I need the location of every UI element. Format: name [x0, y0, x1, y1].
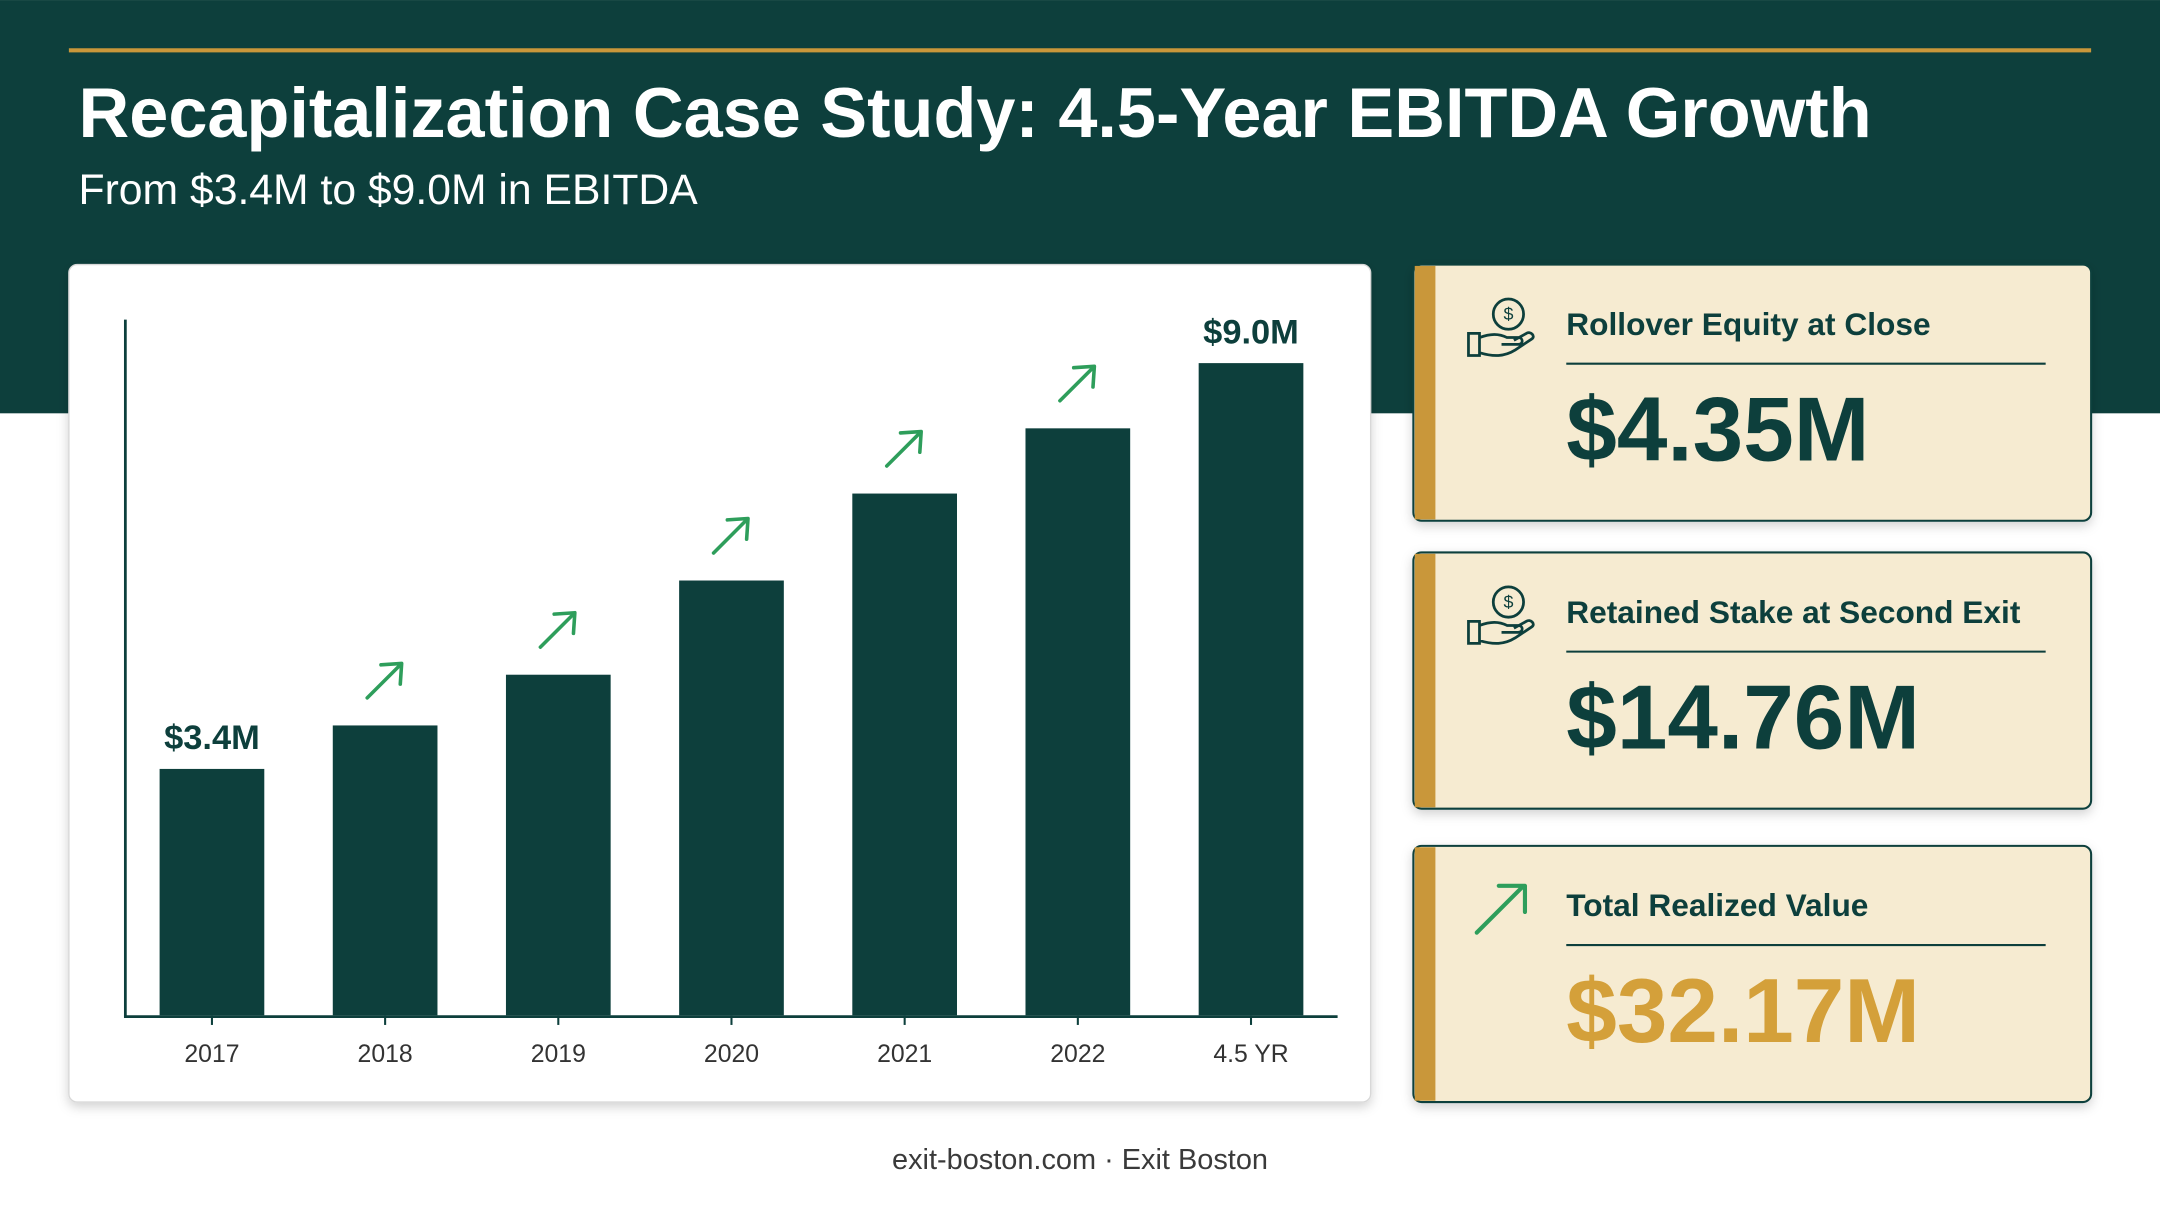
value-label: $3.4M	[164, 719, 260, 757]
coin	[1491, 585, 1525, 619]
card-stripe	[1414, 265, 1436, 520]
x-tick-label: 2018	[358, 1041, 413, 1068]
arrow-head	[898, 429, 923, 455]
bar	[852, 493, 958, 1016]
arrow-shaft	[365, 663, 403, 700]
card-value: $32.17M	[1566, 961, 1920, 1062]
x-tick-label: 2019	[531, 1041, 586, 1068]
bar	[505, 674, 611, 1016]
card-stripe	[1414, 847, 1436, 1101]
arrow-head	[552, 610, 577, 636]
hand	[1467, 619, 1535, 645]
card-bg	[1412, 263, 2093, 522]
title: Recapitalization Case Study: 4.5-Year EB…	[79, 73, 1872, 152]
hand	[1467, 331, 1535, 357]
growth-arrow	[884, 429, 923, 468]
kpi-cards: $ Rollover Equity at Close $4.35M $ Retained…	[1412, 263, 2093, 1104]
growth-arrow	[365, 661, 404, 700]
card-value: $14.76M	[1566, 668, 1920, 769]
bar	[679, 580, 784, 1016]
header-rule	[68, 48, 2092, 53]
arrow-head	[725, 516, 750, 541]
value-label: $9.0M	[1203, 313, 1299, 351]
kpi-card: Total Realized Value $32.17M	[1412, 844, 2093, 1104]
arrow-shaft	[1058, 365, 1095, 403]
card-value: $4.35M	[1566, 380, 1869, 481]
bar	[332, 725, 438, 1016]
subtitle: From $3.4M to $9.0M in EBITDA	[79, 166, 699, 214]
growth-icon	[1474, 883, 1528, 935]
arrow-shaft	[711, 518, 749, 555]
coin-sign: $	[1503, 304, 1513, 324]
arrow-head	[379, 661, 404, 686]
card-stripe	[1414, 553, 1436, 808]
footer: exit-boston.com · Exit Boston	[892, 1144, 1268, 1176]
arrow-shaft	[884, 431, 922, 468]
arrow-head	[1071, 364, 1097, 389]
growth-arrow	[538, 610, 577, 649]
money-hand-icon: $	[1467, 297, 1535, 357]
x-tick-label: 2020	[704, 1041, 759, 1068]
x-tick-label: 2021	[877, 1041, 932, 1068]
card-label: Retained Stake at Second Exit	[1566, 594, 2021, 630]
card-label: Rollover Equity at Close	[1566, 306, 1930, 342]
growth-arrow	[711, 516, 750, 555]
bar	[159, 768, 265, 1016]
arrow-shaft	[538, 612, 576, 649]
kpi-card: $ Retained Stake at Second Exit $14.76M	[1412, 551, 2093, 810]
bar	[1025, 428, 1131, 1016]
card-label: Total Realized Value	[1566, 887, 1868, 923]
growth-arrow	[1058, 364, 1097, 403]
kpi-card: $ Rollover Equity at Close $4.35M	[1412, 263, 2093, 522]
coin-sign: $	[1503, 592, 1513, 612]
coin	[1491, 297, 1525, 331]
x-tick-label: 2022	[1050, 1041, 1105, 1068]
bar-chart: 2017 $3.4M 2018 2019 2020 2021 2022 4.5 YR $9.0M	[159, 313, 1304, 1068]
x-tick-label: 2017	[184, 1041, 239, 1068]
bar	[1198, 363, 1304, 1016]
card-bg	[1412, 551, 2093, 810]
money-hand-icon: $	[1467, 585, 1535, 645]
card-bg	[1412, 844, 2093, 1104]
x-tick-label: 4.5 YR	[1213, 1041, 1288, 1068]
